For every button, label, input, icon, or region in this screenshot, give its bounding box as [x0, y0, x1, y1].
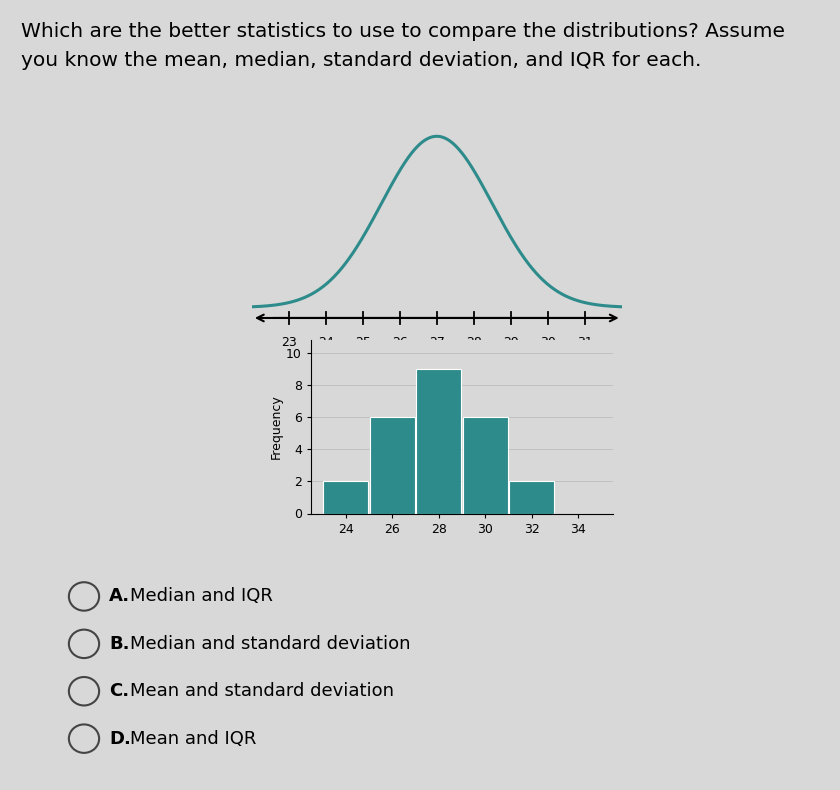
Text: Mean and IQR: Mean and IQR — [130, 730, 256, 747]
Text: 30: 30 — [540, 336, 555, 349]
Text: 31: 31 — [577, 336, 592, 349]
Text: you know the mean, median, standard deviation, and IQR for each.: you know the mean, median, standard devi… — [21, 51, 701, 70]
Text: 25: 25 — [355, 336, 370, 349]
Text: Median and IQR: Median and IQR — [130, 588, 273, 605]
Text: 23: 23 — [281, 336, 297, 349]
Bar — [370, 417, 415, 514]
Text: Median and standard deviation: Median and standard deviation — [130, 635, 411, 653]
Bar — [509, 481, 554, 514]
Text: 29: 29 — [503, 336, 518, 349]
Text: C.: C. — [109, 683, 129, 700]
Text: 26: 26 — [392, 336, 407, 349]
Text: 27: 27 — [429, 336, 444, 349]
Y-axis label: Frequency: Frequency — [270, 394, 283, 459]
Bar — [463, 417, 508, 514]
Text: B.: B. — [109, 635, 129, 653]
Text: Which are the better statistics to use to compare the distributions? Assume: Which are the better statistics to use t… — [21, 22, 785, 41]
Text: D.: D. — [109, 730, 131, 747]
Bar — [416, 369, 461, 514]
Text: A.: A. — [109, 588, 130, 605]
Bar — [323, 481, 369, 514]
Text: Mean and standard deviation: Mean and standard deviation — [130, 683, 394, 700]
Text: 24: 24 — [318, 336, 333, 349]
Text: 28: 28 — [466, 336, 481, 349]
